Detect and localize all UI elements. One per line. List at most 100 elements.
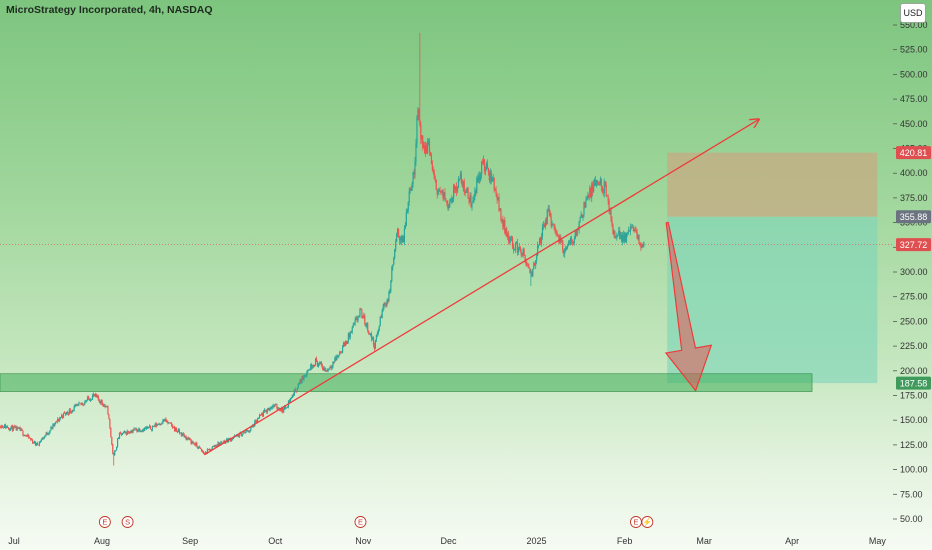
event-marker[interactable] [354, 516, 367, 528]
candle-body [363, 315, 365, 318]
candle-body [477, 177, 479, 183]
candle-body [54, 422, 56, 426]
candle-body [413, 171, 415, 175]
symbol-title[interactable]: MicroStrategy Incorporated, 4h, NASDAQ [6, 4, 213, 16]
candle-body [599, 179, 602, 185]
candle-body [300, 379, 302, 383]
candle-body [119, 432, 122, 434]
candle-body [308, 369, 310, 371]
candle-body [200, 447, 202, 449]
candle-body [193, 442, 195, 444]
candle-body [94, 394, 96, 396]
candle-body [506, 229, 508, 237]
candle-body [369, 334, 372, 335]
trendline[interactable] [203, 120, 758, 456]
projection-arrow[interactable] [664, 221, 713, 392]
candle-body [194, 443, 196, 446]
candle-body [578, 221, 580, 230]
candle-body [151, 426, 153, 430]
candle-body [538, 238, 541, 245]
candle-body [195, 442, 197, 446]
candle-body [447, 203, 449, 209]
candle-body [82, 403, 84, 405]
candle-body [524, 254, 526, 261]
candle-body [199, 446, 201, 448]
candle-body [295, 391, 297, 392]
candle-body [439, 190, 441, 192]
candle-body [75, 404, 77, 406]
x-tick-label: Oct [268, 536, 283, 546]
candle-body [317, 363, 320, 367]
candle-body [161, 423, 163, 425]
candle-body [638, 234, 640, 244]
candle-body [555, 230, 557, 232]
candle-body [217, 442, 219, 446]
candle-body [52, 424, 54, 429]
candle-body [533, 263, 535, 270]
candle-body [428, 141, 431, 153]
price-label-stop[interactable] [896, 146, 931, 160]
candle-body [105, 405, 107, 407]
candle-body [404, 225, 406, 229]
candle-body [466, 188, 468, 190]
candle-body [283, 409, 285, 413]
candle-body [344, 341, 347, 347]
candle-body [349, 331, 351, 338]
candle-body [123, 431, 125, 433]
price-label-text: 420.81 [900, 148, 928, 158]
candle-body [21, 429, 23, 431]
event-marker[interactable] [121, 516, 134, 528]
candle-body [414, 161, 416, 175]
candle-body [242, 432, 244, 434]
candle-body [503, 219, 505, 228]
candle-body [542, 224, 545, 227]
candle-body [586, 198, 588, 201]
support-zone[interactable] [0, 373, 813, 392]
candle-body [219, 442, 221, 445]
candle-body [580, 214, 582, 218]
currency-button[interactable]: USD [900, 3, 926, 23]
candle-body [109, 418, 111, 428]
candle-body [460, 173, 462, 184]
candle-body [519, 246, 521, 253]
candle-body [340, 352, 342, 354]
price-label-target[interactable] [896, 376, 931, 390]
candle-body [174, 427, 177, 431]
candle-body [612, 224, 614, 235]
candle-body [172, 425, 174, 428]
y-tick-label: 375.00 [900, 193, 928, 203]
price-label-entry[interactable] [896, 210, 931, 224]
candle-body [185, 436, 187, 440]
candle-body [124, 431, 126, 433]
candle-body [183, 434, 185, 438]
candle-body [518, 246, 520, 248]
candle-body [12, 426, 14, 431]
event-marker[interactable] [641, 516, 654, 528]
candle-body [606, 195, 608, 197]
candle-body [128, 432, 130, 434]
event-marker[interactable] [98, 516, 111, 528]
candle-body [577, 229, 579, 231]
candle-body [421, 135, 423, 139]
candle-body [469, 195, 471, 203]
candle-body [566, 245, 569, 248]
candle-body [490, 172, 492, 182]
candle-body [556, 231, 558, 235]
candle-body [603, 181, 605, 194]
candle-body [38, 441, 40, 446]
candle-body [626, 232, 629, 234]
candle-body [502, 219, 504, 228]
candle-body [486, 163, 489, 168]
price-label-current[interactable] [896, 238, 931, 252]
candle-body [0, 427, 2, 429]
candle-body [320, 362, 322, 366]
candle-body [247, 430, 249, 432]
candle-body [76, 404, 78, 406]
candle-body [42, 437, 44, 439]
candle-body [170, 422, 172, 424]
candle-body [357, 316, 359, 321]
candle-body [387, 299, 389, 302]
candle-body [450, 198, 452, 202]
